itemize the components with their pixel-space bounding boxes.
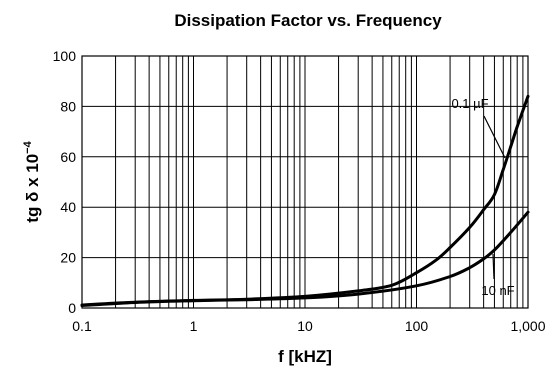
- series-label-0: 0.1 µF: [451, 96, 488, 111]
- x-axis-label: f [kHZ]: [278, 347, 332, 366]
- chart-title: Dissipation Factor vs. Frequency: [174, 11, 442, 30]
- y-tick-label: 0: [68, 300, 76, 316]
- series-layer: [80, 94, 530, 307]
- grid: [81, 55, 528, 309]
- x-tick-label: 1: [190, 318, 198, 334]
- x-tick-label: 1,000: [510, 318, 545, 334]
- series-label-leader-1: [492, 253, 495, 280]
- tick-labels: 0.1 1 10 100 1,000 0 20 40 60 80 100: [53, 48, 546, 334]
- series-label-leader-0: [483, 115, 506, 159]
- series-line-1: [80, 210, 530, 307]
- x-tick-label: 100: [405, 318, 429, 334]
- y-tick-label: 80: [60, 98, 76, 114]
- x-tick-label: 10: [297, 318, 313, 334]
- y-axis-label-main: tg δ x 10: [23, 154, 42, 223]
- y-axis-label-exponent: −4: [22, 140, 34, 153]
- series-label-1: 10 nF: [481, 283, 514, 298]
- y-tick-label: 60: [60, 149, 76, 165]
- x-tick-label: 0.1: [72, 318, 92, 334]
- plot-frame: [81, 55, 529, 309]
- y-axis-label: tg δ x 10−4: [22, 140, 42, 222]
- y-tick-label: 20: [60, 250, 76, 266]
- y-tick-label: 40: [60, 199, 76, 215]
- y-tick-label: 100: [53, 48, 77, 64]
